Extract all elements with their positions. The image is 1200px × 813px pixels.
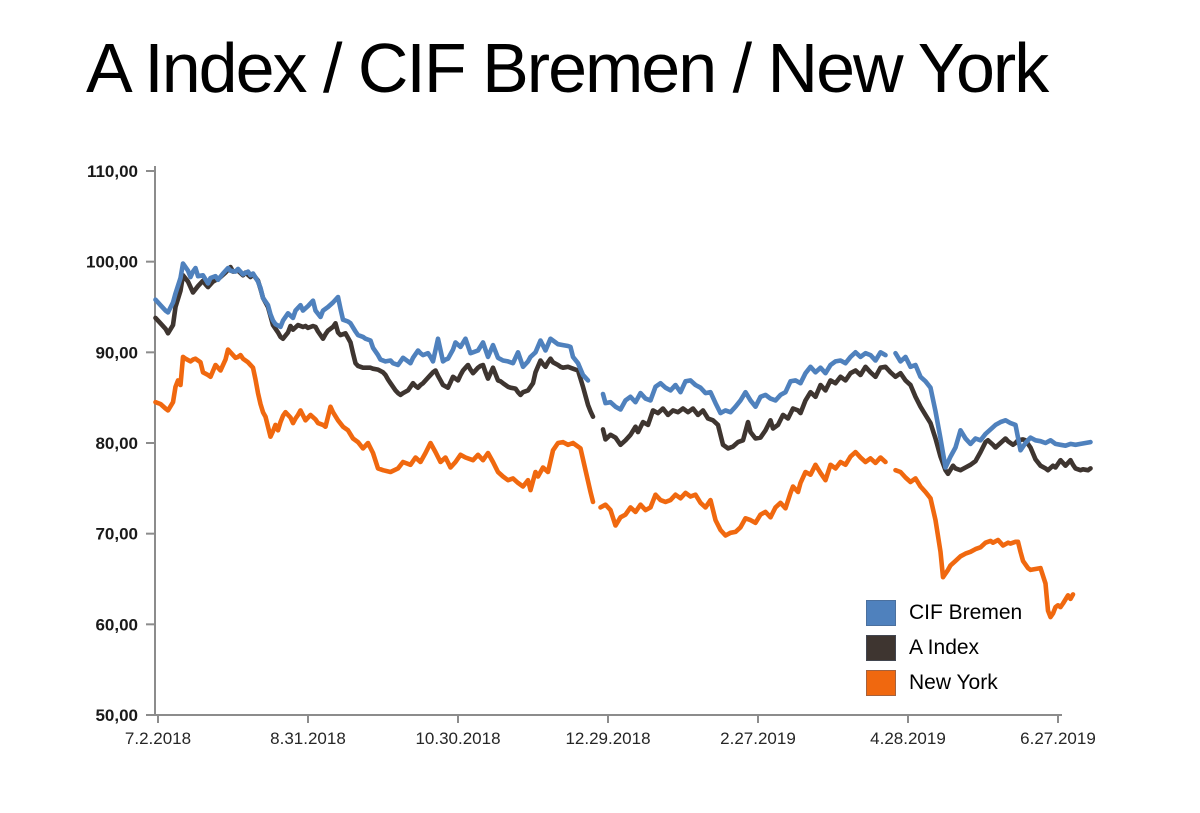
y-tick-label: 110,00: [87, 162, 138, 181]
series-line-new-york: [893, 467, 1076, 620]
x-tick-label: 12.29.2018: [565, 729, 650, 748]
series-line-new-york: [598, 449, 888, 538]
y-tick-label: 50,00: [95, 706, 138, 725]
x-tick-label: 2.27.2019: [720, 729, 796, 748]
y-tick-label: 60,00: [95, 615, 138, 634]
legend-label-cif-bremen: CIF Bremen: [909, 600, 1023, 624]
legend-item-cif-bremen: CIF Bremen: [866, 599, 1022, 626]
series-line-a-index: [153, 264, 596, 420]
series-line-cif-bremen: [153, 261, 591, 383]
legend-swatch-new-york: [866, 669, 896, 696]
series-line-cif-bremen: [893, 350, 1093, 470]
series-line-a-index: [600, 364, 1093, 477]
y-tick-label: 100,00: [86, 253, 138, 272]
x-tick-label: 4.28.2019: [870, 729, 946, 748]
legend-item-a-index: A Index: [866, 634, 1022, 661]
legend-swatch-cif-bremen: [866, 599, 896, 626]
series-line-cif-bremen: [600, 349, 888, 416]
chart-title: A Index / CIF Bremen / New York: [86, 29, 1049, 107]
y-tick-label: 80,00: [95, 434, 138, 453]
x-tick-label: 7.2.2018: [125, 729, 191, 748]
legend-label-new-york: New York: [909, 670, 998, 694]
y-tick-label: 70,00: [95, 525, 138, 544]
series-line-new-york: [153, 347, 596, 505]
x-tick-label: 8.31.2018: [270, 729, 346, 748]
x-tick-label: 6.27.2019: [1020, 729, 1096, 748]
y-tick-label: 90,00: [95, 343, 138, 362]
chart-legend: CIF Bremen A Index New York: [866, 599, 1022, 704]
legend-swatch-a-index: [866, 634, 896, 661]
legend-item-new-york: New York: [866, 669, 1022, 696]
x-tick-label: 10.30.2018: [415, 729, 500, 748]
legend-label-a-index: A Index: [909, 635, 980, 659]
